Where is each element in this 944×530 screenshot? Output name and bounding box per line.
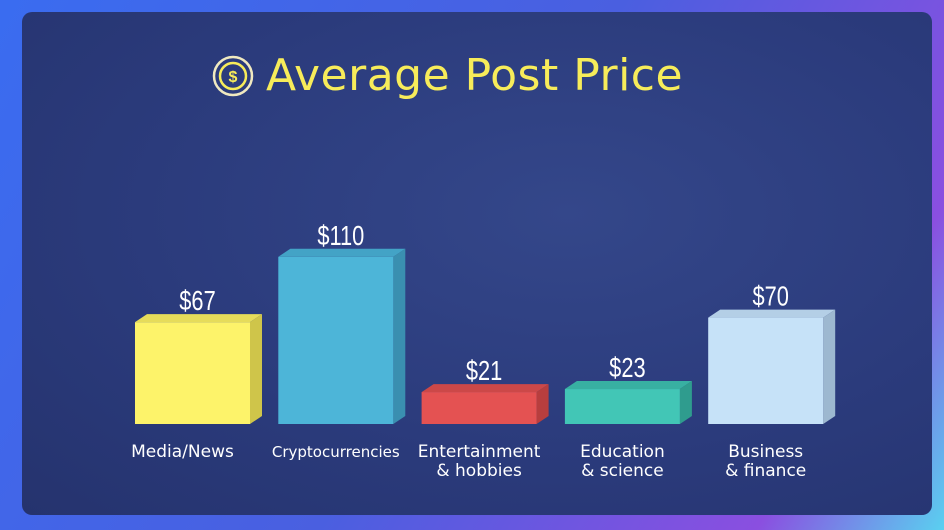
category-label: Media/News — [131, 442, 234, 462]
dollar-coin-icon: $ — [212, 55, 254, 96]
bar-side — [393, 248, 406, 424]
bar-top — [278, 248, 406, 257]
category-label: Education — [580, 442, 665, 462]
bar — [135, 322, 250, 424]
data-label: $70 — [752, 281, 788, 312]
data-label: $67 — [179, 286, 215, 317]
bar-top — [135, 314, 262, 323]
data-label: $23 — [609, 353, 645, 384]
data-label: $110 — [317, 220, 364, 251]
bar-top — [564, 381, 692, 390]
bar-side — [250, 314, 262, 424]
category-label: Entertainment — [418, 442, 541, 462]
bar-side — [823, 309, 836, 424]
category-label: Cryptocurrencies — [272, 443, 400, 461]
bar-side — [679, 381, 692, 424]
chart-title-text: Average Post Price — [266, 50, 684, 101]
chart-title: $ Average Post Price — [212, 50, 683, 101]
category-label: Business — [728, 442, 803, 462]
bar — [421, 392, 537, 424]
bar-top — [421, 384, 549, 393]
category-label: & hobbies — [436, 461, 522, 481]
chart-panel — [22, 12, 932, 515]
bar — [564, 389, 680, 424]
bar — [278, 256, 394, 424]
bar-side — [536, 384, 549, 424]
category-label: & science — [581, 461, 664, 481]
category-label: & finance — [725, 461, 806, 481]
bar — [708, 317, 824, 424]
data-label: $21 — [466, 356, 502, 387]
bar-top — [708, 309, 836, 318]
svg-text:$: $ — [229, 69, 238, 86]
